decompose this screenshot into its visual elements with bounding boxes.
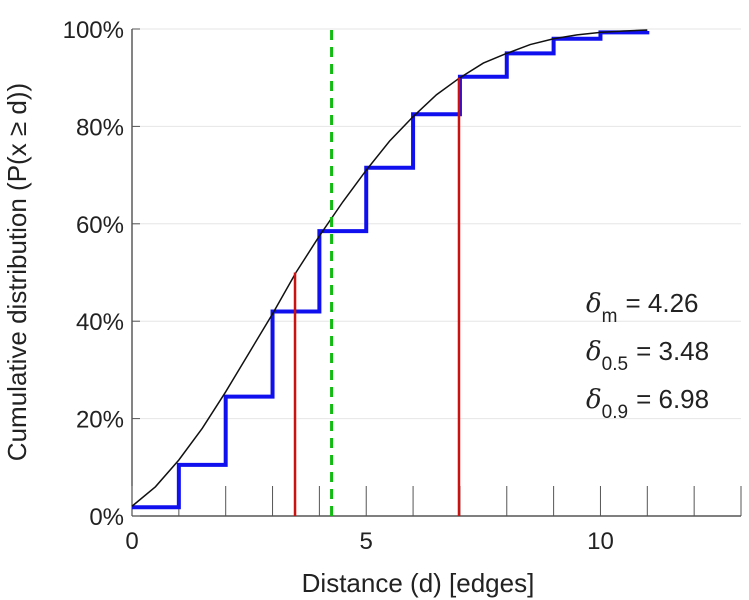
y-tick-label: 100% <box>63 17 124 44</box>
axes <box>131 28 742 517</box>
y-axis-label: Cumulative distribution (P(x ≥ d)) <box>2 83 32 461</box>
delta-symbol: δ <box>586 385 602 415</box>
x-axis-label: Distance (d) [edges] <box>302 568 535 598</box>
x-tick-label: 0 <box>125 528 138 555</box>
delta-symbol: δ <box>586 289 602 319</box>
delta-subscript: 0.9 <box>602 402 628 423</box>
series-layer <box>131 29 650 510</box>
delta-value: = 3.48 <box>636 336 709 366</box>
y-tick-label: 0% <box>89 504 124 531</box>
series-empirical-cdf <box>132 30 650 510</box>
delta-symbol: δ <box>586 337 602 367</box>
y-tick-label: 20% <box>76 407 124 434</box>
y-tick-label: 80% <box>76 114 124 141</box>
y-tick-label: 40% <box>76 309 124 336</box>
annotation-0.5: δ0.5 = 3.48 <box>586 336 709 375</box>
series-fitted-curve <box>131 29 648 507</box>
delta-subscript: 0.5 <box>602 354 628 375</box>
delta-value: = 4.26 <box>625 288 698 318</box>
x-tick-label: 10 <box>587 528 614 555</box>
delta-value: = 6.98 <box>636 384 709 414</box>
tick-labels: 0 5 100%20%40%60%80%100% <box>63 17 614 555</box>
grid-lines <box>132 28 741 420</box>
y-tick-label: 60% <box>76 212 124 239</box>
marker-lines <box>293 29 461 516</box>
annotation-0.9: δ0.9 = 6.98 <box>586 384 709 423</box>
delta-subscript: m <box>602 306 618 327</box>
x-tick-label: 5 <box>360 528 373 555</box>
annotation-m: δm = 4.26 <box>586 288 699 327</box>
